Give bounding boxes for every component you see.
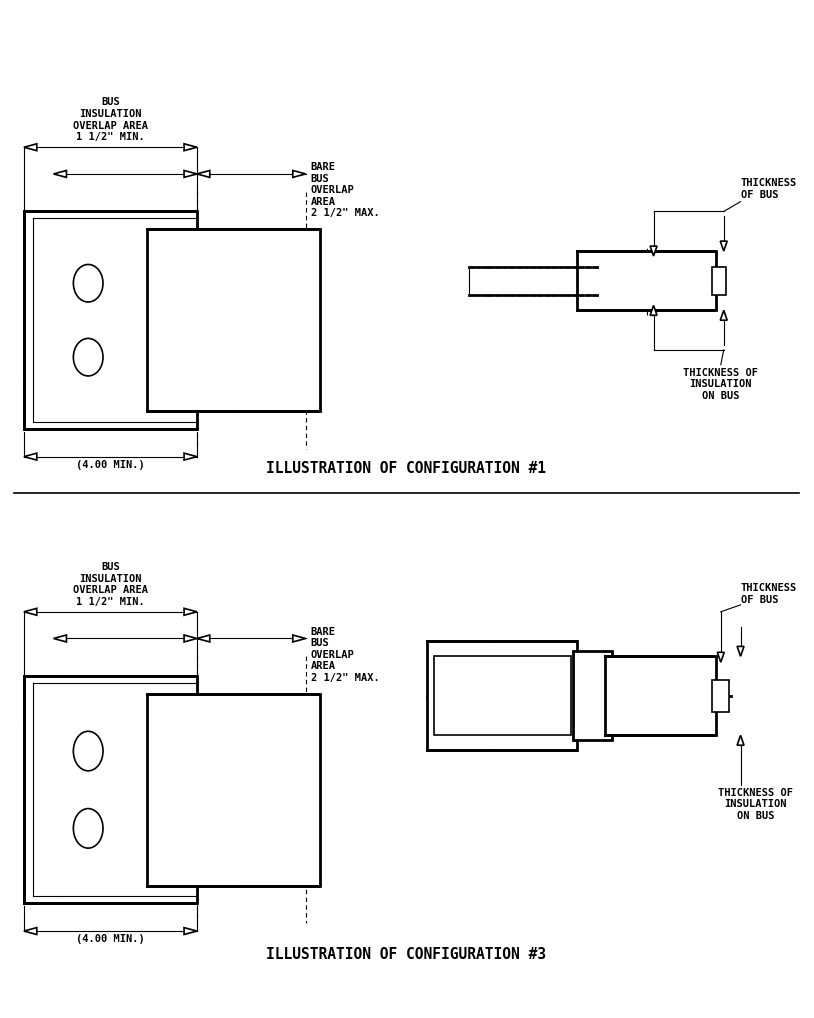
Polygon shape [54, 170, 67, 177]
Text: THICKNESS
OF BUS: THICKNESS OF BUS [741, 583, 797, 605]
Bar [712, 680, 729, 712]
Text: THICKNESS OF
INSULATION
ON BUS: THICKNESS OF INSULATION ON BUS [683, 367, 759, 401]
Bar [605, 657, 716, 735]
Text: (4.00 MIN.): (4.00 MIN.) [76, 459, 145, 469]
Bar [577, 251, 716, 310]
Text: BUS
INSULATION
OVERLAP AREA
1 1/2" MIN.: BUS INSULATION OVERLAP AREA 1 1/2" MIN. [73, 98, 148, 143]
Polygon shape [54, 635, 67, 642]
Polygon shape [184, 144, 197, 151]
Polygon shape [650, 246, 657, 256]
Polygon shape [184, 927, 197, 935]
Text: THICKNESS
OF BUS: THICKNESS OF BUS [741, 178, 797, 200]
Bar [572, 652, 612, 740]
Polygon shape [717, 653, 724, 662]
Bar [24, 676, 197, 903]
Polygon shape [24, 144, 37, 151]
Polygon shape [293, 635, 305, 642]
Polygon shape [184, 453, 197, 460]
Text: ILLUSTRATION OF CONFIGURATION #3: ILLUSTRATION OF CONFIGURATION #3 [266, 948, 546, 962]
Text: BARE
BUS
OVERLAP
AREA
2 1/2" MAX.: BARE BUS OVERLAP AREA 2 1/2" MAX. [311, 162, 379, 219]
Bar [434, 657, 571, 735]
Polygon shape [737, 735, 744, 745]
Polygon shape [737, 646, 744, 657]
Polygon shape [184, 635, 197, 642]
Bar [147, 694, 321, 886]
Polygon shape [197, 170, 210, 177]
Polygon shape [720, 241, 727, 251]
Text: ILLUSTRATION OF CONFIGURATION #1: ILLUSTRATION OF CONFIGURATION #1 [266, 461, 546, 476]
Bar [427, 641, 577, 750]
Polygon shape [720, 310, 727, 321]
Bar [469, 267, 597, 294]
Polygon shape [24, 453, 37, 460]
Ellipse shape [73, 808, 103, 848]
Text: (4.00 MIN.): (4.00 MIN.) [76, 935, 145, 944]
Ellipse shape [73, 731, 103, 771]
Text: BARE
BUS
OVERLAP
AREA
2 1/2" MAX.: BARE BUS OVERLAP AREA 2 1/2" MAX. [311, 627, 379, 683]
Bar [712, 267, 726, 294]
Polygon shape [24, 927, 37, 935]
Text: THICKNESS OF
INSULATION
ON BUS: THICKNESS OF INSULATION ON BUS [718, 788, 793, 821]
Polygon shape [24, 609, 37, 615]
Polygon shape [293, 170, 305, 177]
Polygon shape [650, 305, 657, 316]
Bar [24, 212, 197, 429]
Bar [147, 229, 321, 411]
Polygon shape [184, 170, 197, 177]
Text: BUS
INSULATION
OVERLAP AREA
1 1/2" MIN.: BUS INSULATION OVERLAP AREA 1 1/2" MIN. [73, 562, 148, 607]
Ellipse shape [73, 338, 103, 376]
Polygon shape [197, 635, 210, 642]
Polygon shape [184, 609, 197, 615]
Ellipse shape [73, 265, 103, 302]
